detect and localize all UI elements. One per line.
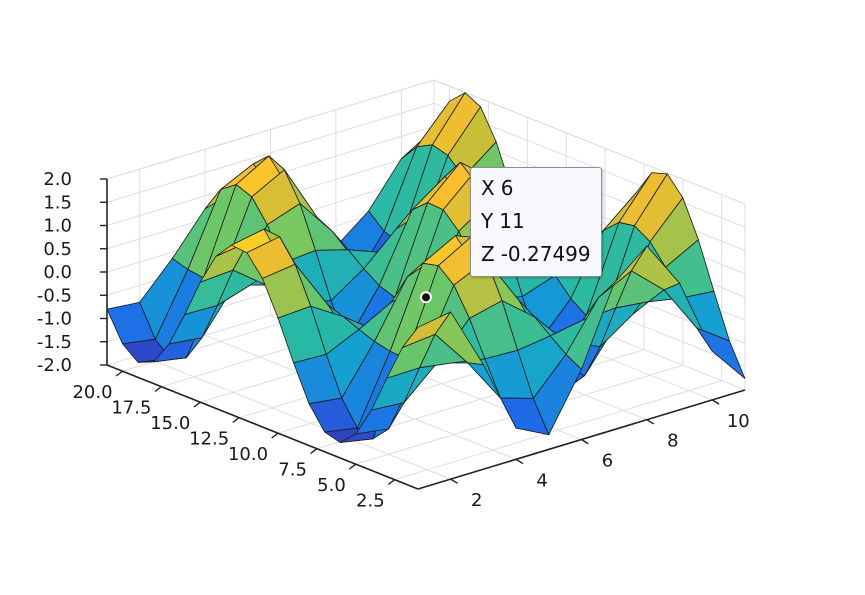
surface-layer	[106, 92, 746, 443]
x-tick	[646, 419, 655, 425]
y-tick-label: 2.5	[356, 491, 385, 512]
x-tick-label: 10	[727, 411, 750, 432]
y-tick-label: 15.0	[150, 413, 190, 434]
z-tick-label: 1.5	[43, 192, 72, 213]
y-tick	[348, 463, 357, 470]
datatip-z-key: Z	[481, 242, 495, 266]
x-tick	[581, 438, 589, 445]
z-tick-label: 0.5	[43, 239, 72, 260]
y-tick	[115, 370, 123, 377]
datatip-y-value: 11	[499, 209, 525, 233]
y-tick-label: 12.5	[189, 429, 229, 450]
x-tick-label: 8	[667, 431, 678, 452]
y-tick-label: 5.0	[317, 475, 346, 496]
datatip-y-key: Y	[481, 209, 494, 233]
z-tick-label: -1.0	[37, 309, 72, 330]
datatip-z-value: -0.27499	[500, 242, 591, 266]
tick-label-layer: 2468102.55.07.510.012.515.017.520.0-2.0-…	[37, 169, 750, 512]
z-tick-label: 2.0	[43, 169, 72, 190]
surface-patch	[696, 327, 746, 380]
y-tick	[154, 386, 162, 393]
floor-gridline-y	[394, 380, 722, 481]
datatip-marker	[420, 291, 432, 304]
y-tick	[193, 401, 201, 408]
z-tick-label: -1.5	[37, 332, 72, 353]
datatip-marker-layer	[420, 291, 432, 304]
y-tick	[232, 417, 240, 424]
datatip-y-row: Y 11	[481, 209, 525, 233]
y-tick	[310, 448, 318, 455]
y-tick-label: 10.0	[228, 444, 268, 465]
y-axis-line	[106, 364, 419, 490]
x-tick	[711, 399, 720, 405]
y-tick-label: 17.5	[111, 398, 151, 419]
datatip-x-key: X	[481, 176, 495, 200]
x-tick	[450, 478, 458, 484]
datatip-x-value: 6	[500, 176, 514, 200]
z-tick-label: 0.0	[43, 262, 72, 283]
floor-gridline-x	[139, 354, 451, 480]
z-tick-label: -0.5	[37, 285, 72, 306]
z-tick-label: -2.0	[37, 355, 72, 376]
x-tick-label: 2	[471, 490, 482, 511]
x-tick-label: 4	[536, 470, 547, 491]
x-tick	[515, 458, 524, 465]
y-tick-label: 7.5	[278, 460, 307, 481]
y-tick	[387, 479, 396, 486]
x-tick-label: 6	[602, 451, 613, 472]
y-tick	[271, 432, 279, 439]
z-tick-label: 1.0	[43, 216, 72, 237]
pane-edge	[106, 79, 435, 180]
y-tick-label: 20.0	[72, 382, 112, 403]
datatip-z-row: Z -0.27499	[481, 242, 591, 266]
axis-layer	[100, 178, 746, 490]
back-gridline-z	[106, 102, 435, 203]
pane-edge	[433, 79, 746, 205]
